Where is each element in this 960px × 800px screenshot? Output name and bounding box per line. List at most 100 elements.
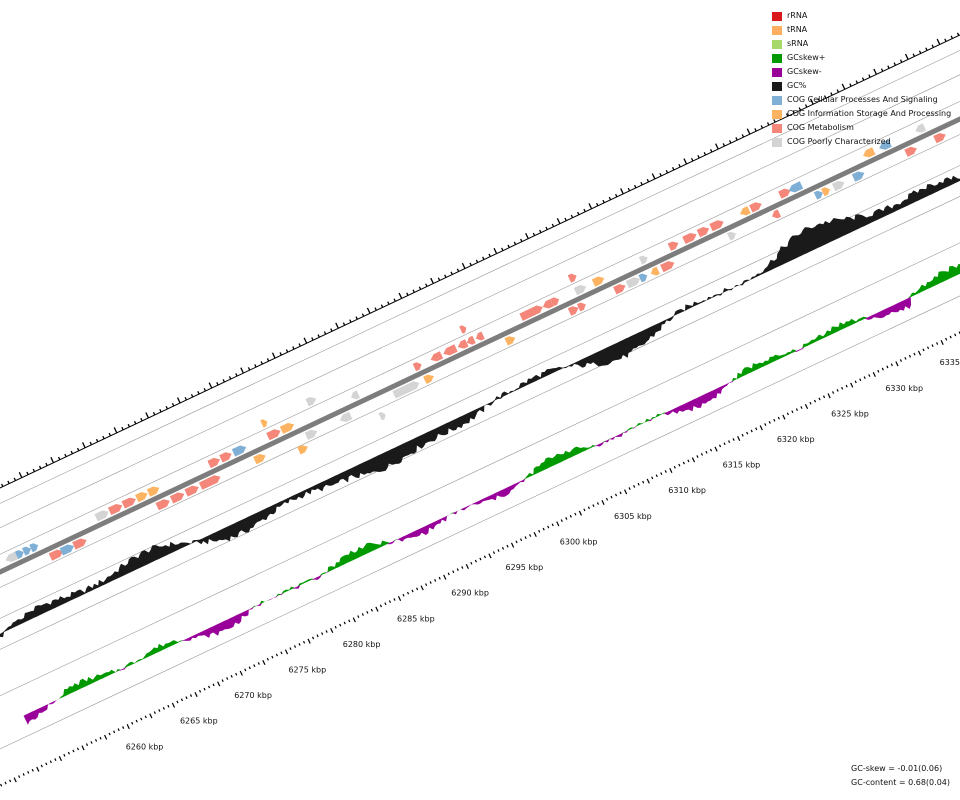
scale-tick [4,781,7,785]
scale-tick [908,354,912,358]
outer-tick [493,247,498,254]
scale-tick [917,350,922,356]
scale-tick [284,649,289,655]
scale-tick [230,674,233,678]
outer-tick [335,322,339,329]
scale-tick [700,453,704,456]
outer-tick [809,98,814,105]
feature-arrow-cog-cellular [29,543,39,553]
scale-tick [425,583,428,586]
scale-tick [533,531,537,538]
scale-tick [81,745,85,751]
scale-tick [271,655,274,659]
feature-arrow-cog-metabolism [48,549,64,561]
scale-tick [868,374,871,377]
scale-tick [479,557,482,561]
outer-tick [45,462,48,466]
gc-content-area [0,175,960,638]
outer-tick [355,316,358,320]
scale-tick [393,598,396,601]
scale-tick [104,734,108,740]
outer-tick [918,50,922,54]
scale-tick [357,615,360,618]
gc-content-track [0,175,960,638]
scale-tick [321,632,324,636]
scale-tick [176,700,179,704]
scale-tick [316,634,319,638]
outer-tick [545,226,548,230]
scale-tick [289,647,292,650]
outer-tick [26,471,29,475]
outer-tick [303,337,308,344]
outer-tick [298,343,301,347]
scale-tick [492,551,496,554]
kbp-label: 6275 kbp [288,665,326,674]
feature-arrow-cog-information [253,454,266,465]
scale-tick [886,365,889,369]
outer-tick [944,38,947,42]
outer-tick [247,367,251,371]
scale-tick [185,696,188,700]
scale-tick [569,514,572,518]
kbp-label: 6335 kbp [940,358,960,367]
outer-tick [190,394,194,398]
scale-tick [248,666,251,670]
outer-tick [488,253,491,257]
outer-tick [596,202,599,207]
scale-tick [208,685,211,689]
scale-tick [325,630,328,633]
scale-tick [578,510,583,516]
guide-line-7 [0,242,960,697]
scale-tick [931,344,934,347]
scale-tick [470,561,473,565]
legend-label-cog-metabolism: COG Metabolism [787,123,854,132]
outer-tick [836,89,840,93]
scale-tick [732,438,735,441]
scale-tick [813,399,817,403]
scale-tick [560,519,563,522]
scale-tick [474,559,477,563]
outer-tick [735,137,738,141]
outer-tick [266,358,270,362]
scale-tick [348,619,351,623]
scale-tick [76,747,80,751]
scale-tick [913,352,916,356]
scale-tick [108,732,111,736]
outer-tick [342,322,346,326]
outer-tick [798,107,802,111]
scale-tick [850,382,854,388]
feature-arrow-cog-information [423,374,434,384]
feature-arrow-cog-metabolism [475,331,485,341]
scale-tick [841,386,844,390]
legend: rRNA tRNA sRNA GCskew+ GCskew- GC% COG C… [772,9,951,149]
scale-tick [149,713,153,719]
outer-tick [525,232,529,239]
legend-swatch-gcskew-minus [772,67,782,77]
outer-tick [583,208,586,213]
scale-tick [221,679,224,683]
scale-tick [18,775,21,779]
scale-tick [302,640,306,644]
kbp-label: 6330 kbp [885,384,923,393]
gc-skew-positive-area [23,264,960,716]
scale-tick [782,414,786,420]
outer-tick [861,77,865,81]
scale-tick [497,549,500,552]
outer-tick [285,349,289,353]
legend-item-gcskew-plus: GCskew+ [772,51,951,65]
scale-tick [728,440,731,444]
scale-tick [845,384,848,388]
feature-arrows [5,123,946,562]
legend-label-cog-information: COG Information Storage And Processing [787,109,952,118]
scale-tick [343,621,346,625]
outer-tick [715,143,719,150]
scale-tick [655,474,658,478]
outer-tick [766,122,770,126]
outer-tick [640,181,643,186]
scale-tick [370,608,373,612]
outer-tick [501,247,504,251]
scale-tick [800,406,803,409]
kbp-scale-ruler: 6260 kbp 6265 kbp 6270 kbp 6275 kbp 6280 kbp… [0,331,960,787]
scale-tick [397,596,402,602]
scale-tick [158,709,161,712]
